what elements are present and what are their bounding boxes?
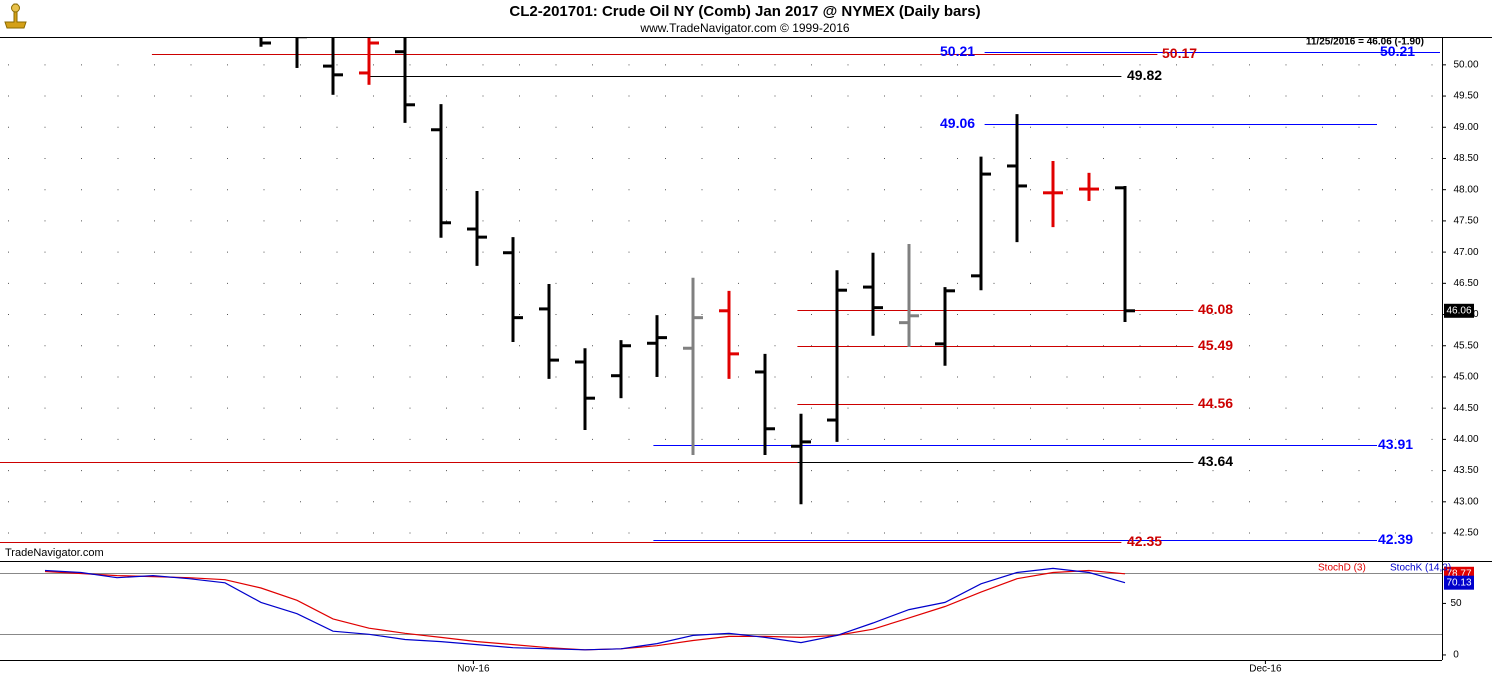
chart-subtitle: www.TradeNavigator.com © 1999-2016 (639, 21, 849, 35)
price-annotation: 11/25/2016 = 46.06 (-1.90) (1306, 37, 1424, 48)
y-tick-label: 0 (1453, 650, 1459, 661)
y-tick-label: 49.00 (1453, 122, 1478, 133)
stoch-line (44, 567, 1126, 651)
level-label: 50.21 (940, 43, 975, 59)
chart-title: CL2-201701: Crude Oil NY (Comb) Jan 2017… (509, 3, 980, 20)
y-tick-label: 48.50 (1453, 153, 1478, 164)
y-tick-label: 45.50 (1453, 340, 1478, 351)
y-tick-label: 42.50 (1453, 528, 1478, 539)
logo (4, 3, 27, 29)
stochastic-plot (0, 567, 1442, 651)
y-tick-label: 47.00 (1453, 247, 1478, 258)
y-tick-label: 44.50 (1453, 403, 1478, 414)
level-label: 42.39 (1378, 531, 1413, 547)
level-label: 50.21 (1380, 43, 1415, 59)
level-label: 44.56 (1198, 395, 1233, 411)
level-label: 43.64 (1198, 453, 1233, 469)
y-tick-label: 47.50 (1453, 216, 1478, 227)
y-tick-label: 43.00 (1453, 496, 1478, 507)
legend-entry: StochK (14,3) (1390, 563, 1451, 574)
level-label: 45.49 (1198, 337, 1233, 353)
level-label: 42.35 (1127, 533, 1162, 549)
y-tick-label: 50 (1450, 598, 1462, 609)
last-value-label: 70.13 (1446, 577, 1471, 588)
last-price-box (1444, 303, 1474, 318)
last-price-label: 46.06 (1446, 305, 1471, 316)
axes: 42.5043.0043.5044.0044.5045.0045.5046.00… (457, 59, 1479, 674)
last-value-label: 78.77 (1446, 568, 1471, 579)
x-tick-label: Nov-16 (457, 664, 490, 675)
y-tick-label: 46.50 (1453, 278, 1478, 289)
legend-entry: StochD (3) (1318, 563, 1366, 574)
y-tick-label: 43.50 (1453, 465, 1478, 476)
level-label: 49.06 (940, 115, 975, 131)
level-label: 49.82 (1127, 67, 1162, 83)
y-tick-label: 49.50 (1453, 91, 1478, 102)
level-label: 50.17 (1162, 45, 1197, 61)
level-label: 46.08 (1198, 301, 1233, 317)
y-tick-label: 48.00 (1453, 184, 1478, 195)
x-tick-label: Dec-16 (1249, 664, 1282, 675)
y-tick-label: 45.00 (1453, 372, 1478, 383)
y-tick-label: 44.00 (1453, 434, 1478, 445)
watermark: TradeNavigator.com (5, 547, 104, 559)
last-value-box (1444, 575, 1474, 590)
level-label: 43.91 (1378, 436, 1413, 452)
price-plot (0, 38, 1440, 543)
y-tick-label: 50.00 (1453, 59, 1478, 70)
